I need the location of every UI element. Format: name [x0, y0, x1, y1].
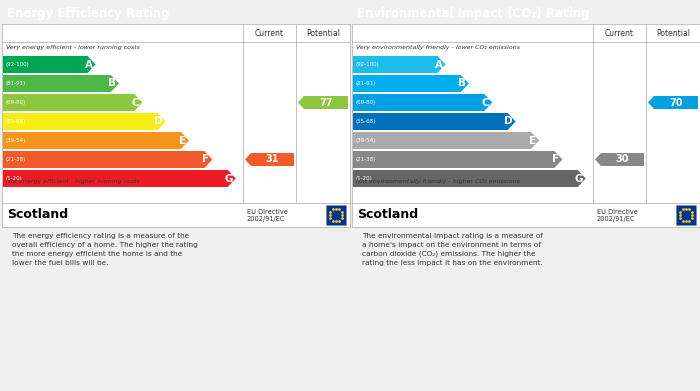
Text: B: B [108, 79, 116, 88]
Text: (55-68): (55-68) [6, 119, 27, 124]
Polygon shape [353, 113, 516, 130]
Text: C: C [132, 97, 139, 108]
Polygon shape [595, 153, 644, 166]
Text: E: E [529, 136, 536, 145]
Text: G: G [574, 174, 583, 183]
Text: (92-100): (92-100) [356, 62, 379, 67]
Text: F: F [552, 154, 559, 165]
Text: (1-20): (1-20) [6, 176, 22, 181]
Polygon shape [353, 94, 492, 111]
Text: Current: Current [605, 29, 634, 38]
Text: Potential: Potential [306, 29, 340, 38]
Text: The environmental impact rating is a measure of
a home's impact on the environme: The environmental impact rating is a mea… [363, 233, 543, 266]
Text: C: C [482, 97, 489, 108]
Polygon shape [353, 151, 562, 168]
Text: (55-68): (55-68) [356, 119, 377, 124]
Text: (81-91): (81-91) [6, 81, 27, 86]
Text: Scotland: Scotland [7, 208, 68, 221]
Polygon shape [298, 96, 348, 109]
Text: Scotland: Scotland [357, 208, 418, 221]
Text: (39-54): (39-54) [356, 138, 377, 143]
Text: D: D [154, 117, 162, 127]
Polygon shape [353, 75, 469, 92]
Text: F: F [202, 154, 209, 165]
Text: Current: Current [255, 29, 284, 38]
Text: G: G [224, 174, 233, 183]
Text: Very energy efficient - lower running costs: Very energy efficient - lower running co… [6, 45, 140, 50]
Bar [676, 205, 696, 225]
Text: 77: 77 [319, 97, 332, 108]
Polygon shape [3, 132, 189, 149]
Text: B: B [458, 79, 466, 88]
Text: (1-20): (1-20) [356, 176, 372, 181]
Text: (21-38): (21-38) [6, 157, 27, 162]
Text: E: E [179, 136, 186, 145]
Text: Not environmentally friendly - higher CO₂ emissions: Not environmentally friendly - higher CO… [356, 179, 520, 185]
Text: D: D [504, 117, 512, 127]
Polygon shape [245, 153, 294, 166]
Text: 30: 30 [616, 154, 629, 165]
Polygon shape [353, 56, 445, 73]
Text: (81-91): (81-91) [356, 81, 377, 86]
Text: A: A [435, 59, 442, 70]
Polygon shape [3, 151, 212, 168]
Text: Very environmentally friendly - lower CO₂ emissions: Very environmentally friendly - lower CO… [356, 45, 520, 50]
Text: 31: 31 [266, 154, 279, 165]
Text: EU Directive
2002/91/EC: EU Directive 2002/91/EC [247, 208, 288, 221]
Text: The energy efficiency rating is a measure of the
overall efficiency of a home. T: The energy efficiency rating is a measur… [13, 233, 198, 265]
Text: (69-80): (69-80) [356, 100, 377, 105]
Text: 70: 70 [669, 97, 682, 108]
Text: Environmental Impact (CO₂) Rating: Environmental Impact (CO₂) Rating [357, 7, 589, 20]
Polygon shape [353, 132, 539, 149]
Polygon shape [3, 56, 95, 73]
Text: Energy Efficiency Rating: Energy Efficiency Rating [7, 7, 169, 20]
Text: (69-80): (69-80) [6, 100, 27, 105]
Text: EU Directive
2002/91/EC: EU Directive 2002/91/EC [597, 208, 638, 221]
Polygon shape [3, 94, 142, 111]
Text: Not energy efficient - higher running costs: Not energy efficient - higher running co… [6, 179, 140, 185]
Polygon shape [648, 96, 698, 109]
Polygon shape [3, 75, 119, 92]
Bar [326, 205, 346, 225]
Polygon shape [3, 113, 166, 130]
Polygon shape [3, 170, 236, 187]
Text: (21-38): (21-38) [356, 157, 377, 162]
Text: Potential: Potential [656, 29, 690, 38]
Polygon shape [353, 170, 586, 187]
Text: A: A [85, 59, 92, 70]
Text: (92-100): (92-100) [6, 62, 29, 67]
Text: (39-54): (39-54) [6, 138, 27, 143]
